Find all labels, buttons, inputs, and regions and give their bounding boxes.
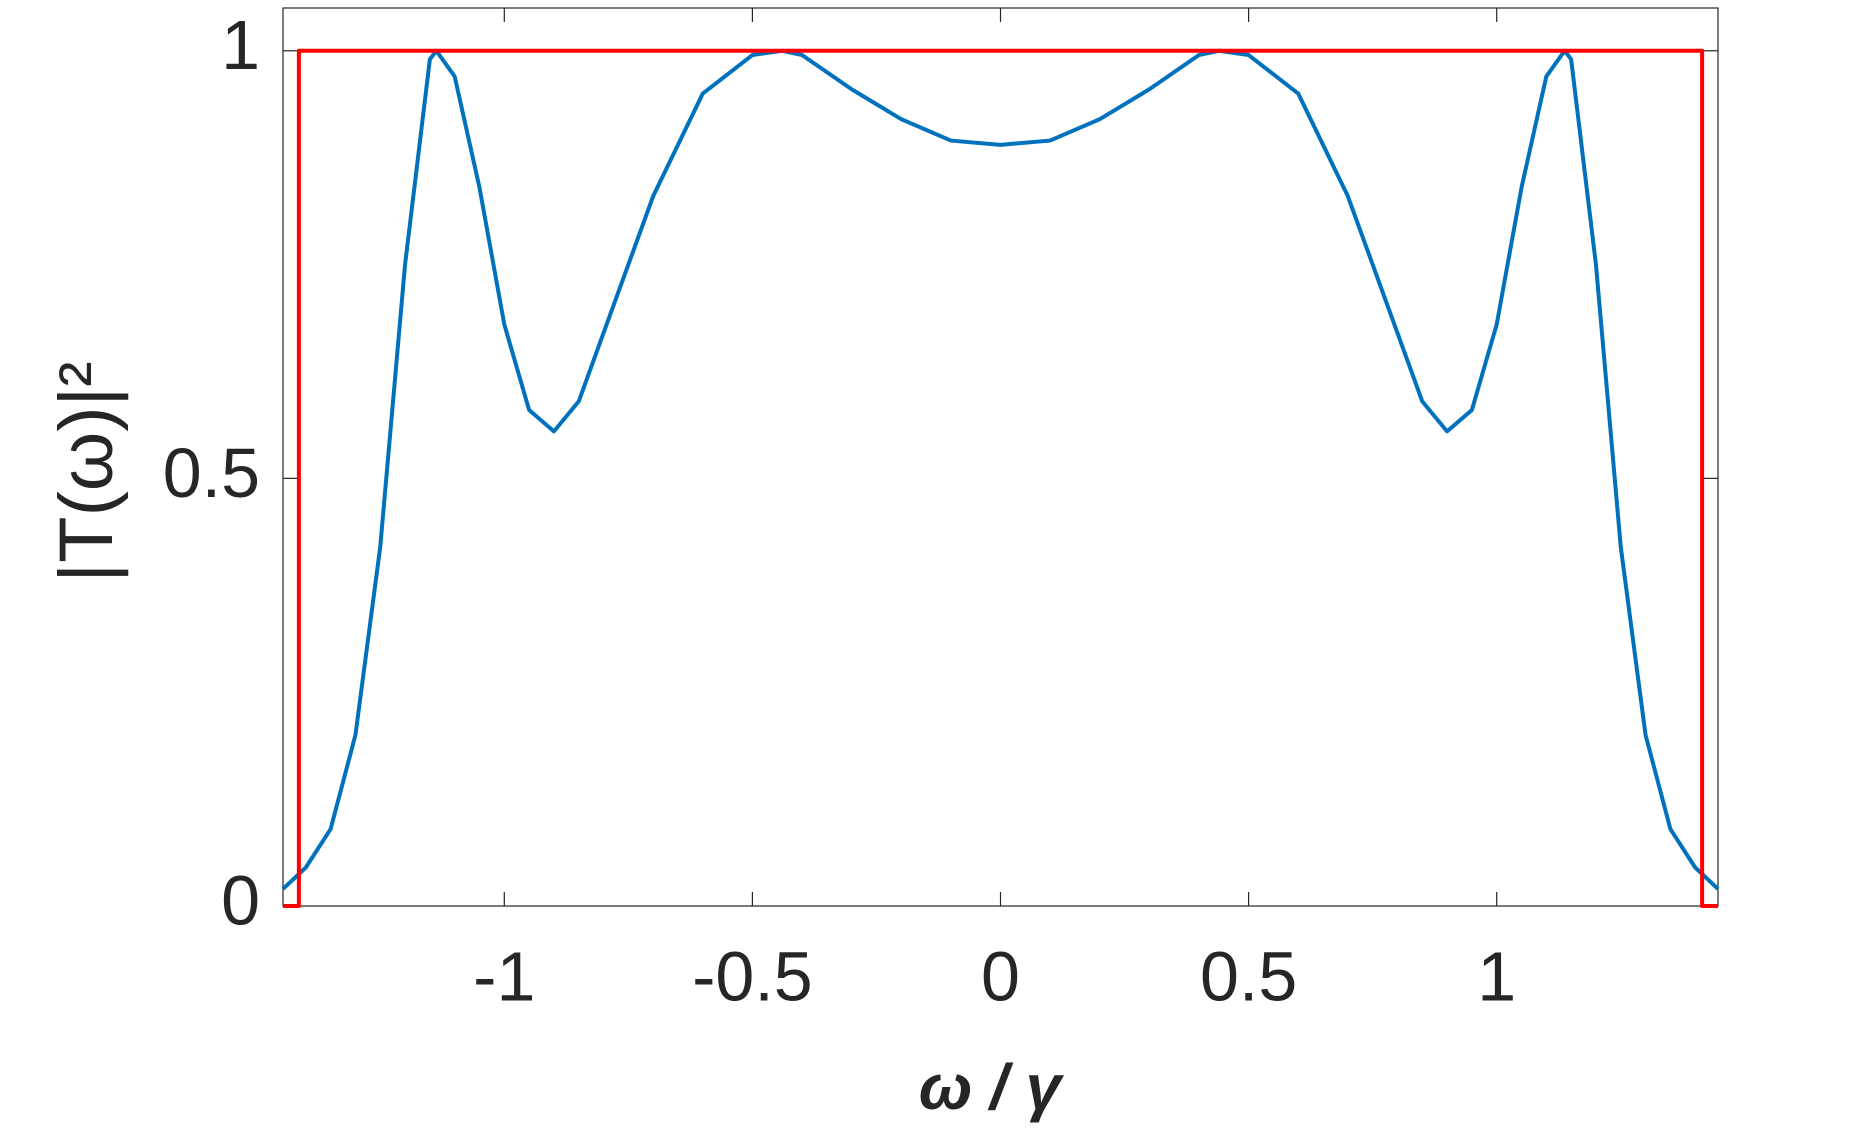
y-tick-label: 0.5 (163, 434, 260, 512)
y-tick-label: 1 (221, 6, 260, 84)
x-tick-label: 0 (981, 937, 1020, 1015)
x-tick-label: 1 (1477, 937, 1516, 1015)
y-tick-label: 0 (221, 861, 260, 939)
line-series (281, 48, 1720, 891)
y-axis-label: |T(ω)|² (44, 361, 129, 582)
x-tick-label: 0.5 (1200, 937, 1297, 1015)
x-tick-label: -1 (473, 937, 535, 1015)
line-series (283, 48, 1718, 908)
plot-area (282, 7, 1719, 907)
x-axis-label: ω / γ (919, 1051, 1065, 1123)
x-tick-label: -0.5 (692, 937, 813, 1015)
